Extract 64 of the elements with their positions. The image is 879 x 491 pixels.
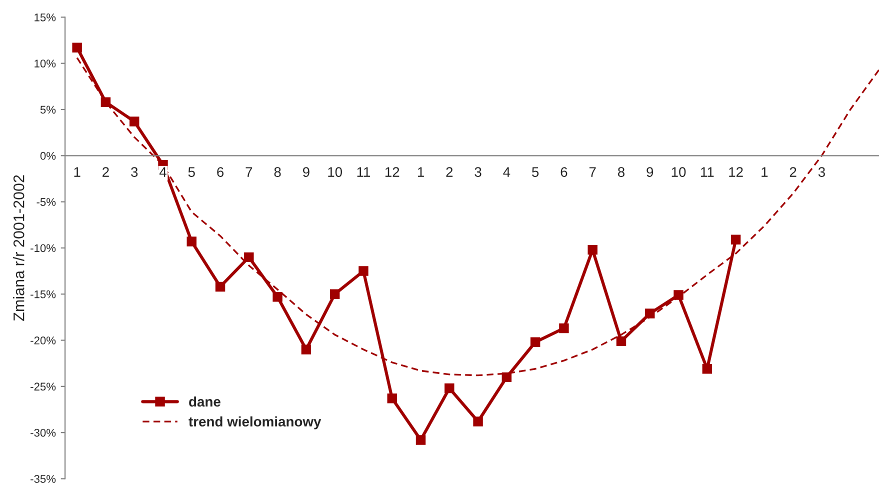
x-tick-label: 8 (274, 167, 281, 177)
x-tick-label: 10 (328, 167, 342, 177)
x-tick-label: 3 (131, 167, 138, 177)
point (215, 282, 226, 292)
y-tick-label: -30% (30, 428, 56, 437)
y-tick-label: -15% (30, 290, 56, 298)
x-tick-label: 7 (246, 167, 252, 177)
point (416, 435, 426, 445)
point (588, 244, 598, 255)
point (186, 236, 196, 246)
x-tick-label: 4 (159, 167, 166, 177)
x-tick-label: 1 (762, 167, 768, 177)
x-tick-label: 7 (589, 167, 596, 177)
point (100, 97, 111, 107)
x-tick-label: 1 (418, 167, 424, 177)
x-tick-label: 2 (446, 167, 453, 177)
point (444, 383, 454, 394)
point (645, 308, 655, 318)
x-tick-label: 5 (532, 167, 539, 177)
x-tick-label: 3 (818, 167, 825, 177)
point (244, 252, 254, 262)
x-tick-label: 6 (560, 167, 568, 177)
legend-label: trend wielomianowy (188, 416, 322, 430)
point (530, 337, 540, 347)
point (559, 323, 569, 334)
y-tick-label: 15% (34, 14, 56, 22)
x-tick-label: 12 (385, 167, 400, 177)
y-tick-label: 5% (40, 106, 56, 114)
point (730, 234, 741, 245)
point (702, 364, 712, 374)
x-tick-label: 10 (672, 167, 686, 177)
y-tick-label: -35% (30, 474, 56, 483)
x-tick-label: 9 (646, 167, 654, 177)
x-tick-label: 11 (357, 167, 370, 177)
x-tick-label: 8 (618, 167, 624, 177)
point (473, 416, 483, 426)
x-tick-label: 2 (102, 167, 109, 177)
y-tick-label: 0% (40, 152, 56, 160)
point (387, 394, 397, 404)
x-tick-label: 4 (503, 167, 510, 177)
y-tick-label: -20% (30, 336, 56, 344)
point (301, 344, 312, 354)
point (129, 116, 140, 126)
x-tick-label: 2 (790, 167, 796, 177)
point (72, 42, 82, 53)
x-tick-label: 12 (729, 167, 743, 177)
y-axis-title: Zmiana r/r 2001-2002 (13, 175, 24, 321)
point (272, 292, 282, 302)
point (674, 290, 684, 300)
y-tick-label: -10% (30, 244, 56, 252)
point (616, 336, 626, 346)
point (330, 289, 340, 299)
x-tick-label: 3 (474, 167, 482, 177)
x-tick-label: 9 (302, 167, 310, 177)
point (358, 266, 368, 276)
x-tick-label: 5 (188, 167, 195, 177)
legend-label: dane (189, 396, 220, 407)
y-tick-label: -5% (36, 198, 56, 206)
x-tick-label: 1 (74, 167, 80, 177)
y-tick-label: -25% (30, 382, 56, 391)
x-tick-label: 11 (701, 167, 714, 177)
x-tick-label: 6 (217, 167, 224, 177)
y-tick-label: 10% (34, 60, 56, 68)
point (502, 372, 512, 382)
